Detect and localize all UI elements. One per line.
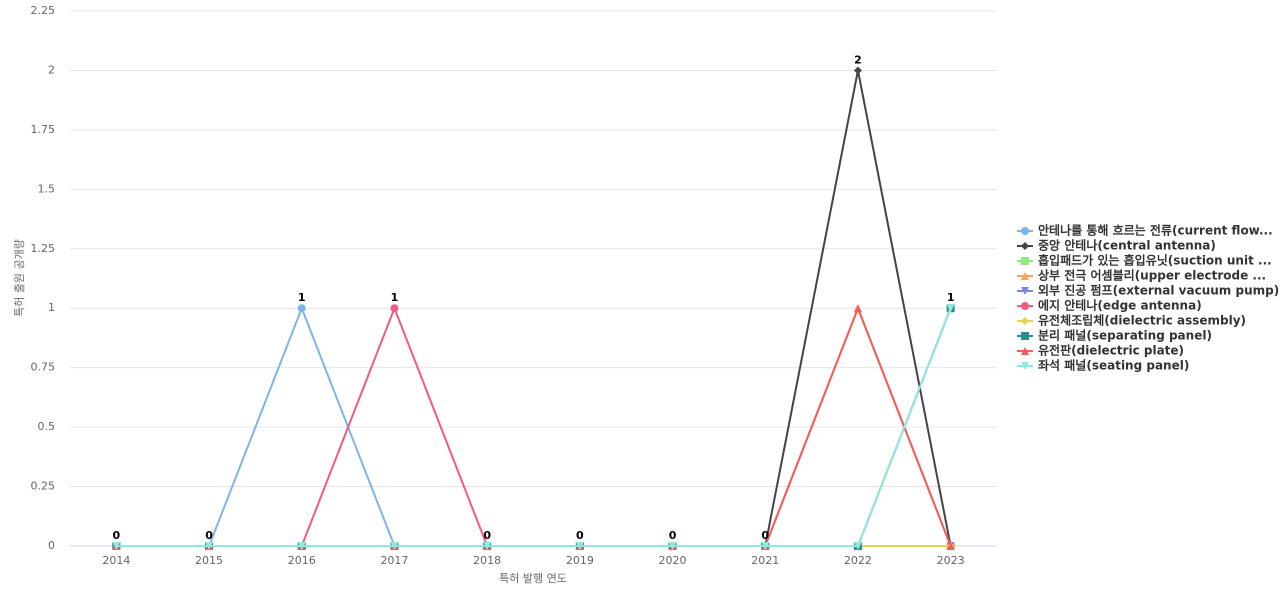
legend-label: 유전체조립체(dielectric assembly)	[1038, 313, 1246, 328]
y-tick-label: 0.25	[31, 480, 56, 493]
series	[112, 304, 955, 550]
marker	[853, 66, 862, 75]
data-label: 0	[576, 529, 584, 542]
legend-marker	[1021, 347, 1029, 355]
y-tick-label: 1	[48, 301, 55, 314]
legend-marker	[1021, 302, 1029, 310]
y-tick-label: 2.25	[31, 4, 56, 17]
x-tick-label: 2022	[844, 554, 872, 567]
legend-item[interactable]: 유전체조립체(dielectric assembly)	[1017, 313, 1246, 328]
y-axis-title: 특허 출원 공개량	[13, 239, 26, 317]
marker	[668, 542, 677, 550]
y-tick-label: 1.75	[31, 123, 56, 136]
legend-label: 유전판(dielectric plate)	[1038, 343, 1184, 358]
marker	[761, 542, 770, 550]
y-tick-label: 1.25	[31, 242, 56, 255]
legend-item[interactable]: 외부 진공 펌프(external vacuum pump)	[1017, 283, 1279, 298]
line	[116, 307, 952, 547]
marker	[390, 542, 399, 550]
marker	[946, 542, 955, 550]
x-tick-label: 2020	[659, 554, 687, 567]
legend-label: 상부 전극 어셈블리(upper electrode ...	[1038, 268, 1266, 283]
legend-label: 외부 진공 펌프(external vacuum pump)	[1038, 283, 1279, 298]
marker	[390, 304, 399, 313]
data-label: 1	[298, 291, 306, 304]
legend-item[interactable]: 좌석 패널(seating panel)	[1017, 358, 1189, 373]
data-label: 0	[113, 529, 121, 542]
x-tick-label: 2021	[751, 554, 779, 567]
marker	[297, 304, 306, 313]
legend-item[interactable]: 흡입패드가 있는 흡입유닛(suction unit ...	[1017, 253, 1272, 268]
legend-label: 에지 안테나(edge antenna)	[1038, 298, 1202, 313]
data-label: 0	[761, 529, 769, 542]
x-tick-label: 2015	[195, 554, 223, 567]
legend-label: 흡입패드가 있는 흡입유닛(suction unit ...	[1038, 253, 1272, 268]
legend-marker	[1021, 287, 1029, 295]
x-axis-title: 특허 발행 연도	[499, 572, 567, 585]
data-label: 1	[947, 291, 955, 304]
y-tick-label: 0	[48, 539, 55, 552]
data-label: 2	[854, 53, 862, 66]
x-tick-label: 2019	[566, 554, 594, 567]
marker	[112, 542, 121, 550]
legend-item[interactable]: 안테나를 통해 흐르는 전류(current flow...	[1017, 223, 1273, 238]
legend-label: 중앙 안테나(central antenna)	[1038, 238, 1216, 253]
marker	[205, 542, 214, 550]
marker	[853, 304, 862, 313]
legend-label: 안테나를 통해 흐르는 전류(current flow...	[1038, 223, 1273, 238]
legend-item[interactable]: 분리 패널(separating panel)	[1017, 328, 1212, 343]
x-tick-label: 2023	[937, 554, 965, 567]
data-label: 0	[483, 529, 491, 542]
data-label: 1	[391, 291, 399, 304]
legend-marker	[1021, 272, 1029, 280]
marker	[853, 542, 862, 550]
legend-item[interactable]: 중앙 안테나(central antenna)	[1017, 238, 1216, 253]
x-tick-label: 2017	[380, 554, 408, 567]
marker	[575, 542, 584, 550]
y-tick-label: 1.5	[38, 182, 56, 195]
marker	[297, 542, 306, 550]
legend-item[interactable]: 상부 전극 어셈블리(upper electrode ...	[1017, 268, 1266, 283]
marker	[946, 304, 955, 313]
x-tick-label: 2018	[473, 554, 501, 567]
legend-marker	[1021, 332, 1029, 340]
legend-item[interactable]: 에지 안테나(edge antenna)	[1017, 298, 1202, 313]
legend-marker	[1021, 317, 1029, 325]
data-label: 0	[669, 529, 677, 542]
y-tick-label: 0.75	[31, 361, 56, 374]
data-label: 0	[205, 529, 213, 542]
legend-marker	[1021, 242, 1029, 250]
x-tick-label: 2014	[102, 554, 130, 567]
y-tick-label: 0.5	[38, 420, 56, 433]
y-tick-label: 2	[48, 63, 55, 76]
legend-marker	[1021, 227, 1029, 235]
legend-marker	[1021, 362, 1029, 370]
marker	[483, 542, 492, 550]
legend-label: 분리 패널(separating panel)	[1038, 328, 1212, 343]
x-tick-label: 2016	[288, 554, 316, 567]
legend-label: 좌석 패널(seating panel)	[1038, 358, 1189, 373]
legend-marker	[1021, 257, 1029, 265]
legend-item[interactable]: 유전판(dielectric plate)	[1017, 343, 1184, 358]
